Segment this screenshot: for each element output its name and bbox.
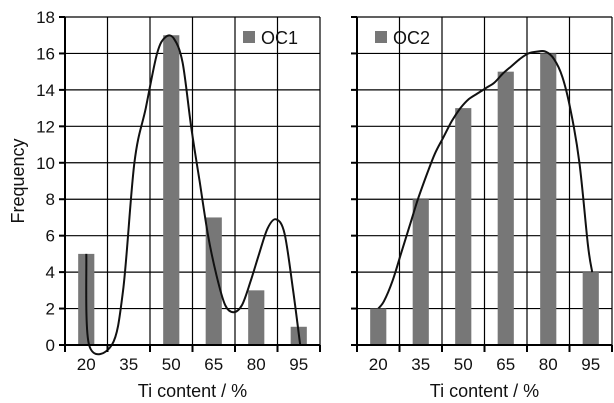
oc1-legend-label: OC1: [261, 28, 298, 48]
y-tick-label: 8: [46, 190, 55, 209]
oc1-legend: OC1: [243, 28, 298, 48]
y-axis-title: Frequency: [8, 138, 28, 223]
oc1-fit-curve-group: [85, 34, 302, 356]
y-tick-label: 12: [36, 117, 55, 136]
bar-20: [370, 308, 387, 345]
oc2-legend-swatch: [375, 31, 387, 43]
bar-65: [497, 71, 514, 346]
y-tick-label: 0: [46, 336, 55, 355]
y-tick-label: 14: [36, 81, 55, 100]
oc1-x-axis-title: Ti content / %: [138, 381, 247, 401]
oc2-chart-panel: 20 35 50 65 80 95 OC2 Ti content / %: [351, 16, 613, 401]
x-tick-label: 65: [496, 355, 515, 374]
y-tick-label: 4: [46, 263, 55, 282]
y-tick-label: 10: [36, 154, 55, 173]
oc2-x-axis-title: Ti content / %: [430, 381, 539, 401]
oc2-bars: [370, 53, 599, 346]
bar-80: [540, 53, 557, 345]
x-tick-label: 50: [162, 355, 181, 374]
oc1-grid: [65, 17, 320, 345]
oc2-fit-curve-group: [377, 49, 594, 310]
x-tick-label: 50: [454, 355, 473, 374]
fit-curve: [85, 34, 302, 356]
oc2-legend-label: OC2: [393, 28, 430, 48]
oc1-chart-panel: 0 2 4 6 8 10 12 14 16 18 20 35 50 65 80 95 OC1 Ti cont…: [8, 8, 321, 401]
bar-50: [163, 35, 180, 345]
x-tick-label: 95: [289, 355, 308, 374]
y-tick-label: 6: [46, 227, 55, 246]
oc1-y-tick-labels: 0 2 4 6 8 10 12 14 16 18: [36, 8, 55, 355]
y-tick-label: 2: [46, 300, 55, 319]
x-tick-label: 80: [247, 355, 266, 374]
oc1-legend-swatch: [243, 31, 255, 43]
x-tick-label: 20: [77, 355, 96, 374]
oc2-plot-frame: [351, 16, 613, 352]
fit-curve: [377, 49, 594, 310]
bar-50: [455, 108, 472, 345]
x-tick-label: 20: [369, 355, 388, 374]
x-tick-label: 95: [581, 355, 600, 374]
y-tick-label: 18: [36, 8, 55, 27]
x-tick-label: 35: [119, 355, 138, 374]
oc1-x-tick-labels: 20 35 50 65 80 95: [77, 355, 308, 374]
oc2-legend: OC2: [375, 28, 430, 48]
bar-95: [582, 272, 599, 345]
bar-35: [412, 199, 429, 345]
x-tick-label: 35: [411, 355, 430, 374]
bar-80: [248, 290, 265, 345]
oc1-plot-frame: [59, 16, 321, 352]
oc2-x-tick-labels: 20 35 50 65 80 95: [369, 355, 600, 374]
x-tick-label: 80: [539, 355, 558, 374]
y-tick-label: 16: [36, 44, 55, 63]
oc2-grid: [357, 17, 612, 345]
x-tick-label: 65: [204, 355, 223, 374]
